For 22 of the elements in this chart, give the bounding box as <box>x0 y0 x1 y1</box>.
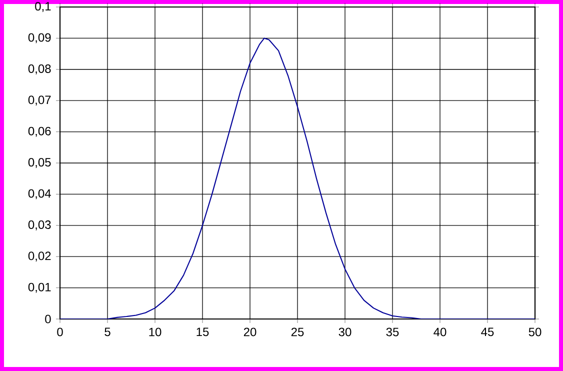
x-tick-label: 30 <box>338 328 352 336</box>
x-tick-label: 10 <box>149 328 162 336</box>
y-tick-label: 0,09 <box>28 33 51 44</box>
y-tick-label: 0,1 <box>35 2 51 12</box>
x-tick-label: 0 <box>57 328 63 336</box>
x-tick-label: 20 <box>244 328 256 336</box>
x-tick-label: 15 <box>196 328 209 336</box>
x-tick-label: 5 <box>104 328 110 336</box>
x-tick-label: 45 <box>481 328 494 336</box>
y-tick-label: 0,04 <box>28 189 51 200</box>
x-tick-label: 35 <box>386 328 399 336</box>
y-tick-label: 0,02 <box>28 252 51 262</box>
y-tick-label: 0,06 <box>28 126 51 137</box>
y-tick-label: 0,03 <box>28 220 51 230</box>
x-tick-label: 50 <box>528 328 542 336</box>
x-tick-label: 25 <box>291 328 304 336</box>
y-tick-label: 0,01 <box>28 282 51 293</box>
y-tick-label: 0,05 <box>28 158 51 168</box>
y-tick-label: 0,07 <box>28 96 51 106</box>
x-tick-label: 40 <box>434 328 446 336</box>
y-tick-label: 0 <box>45 314 51 324</box>
y-tick-label: 0,08 <box>28 64 51 74</box>
